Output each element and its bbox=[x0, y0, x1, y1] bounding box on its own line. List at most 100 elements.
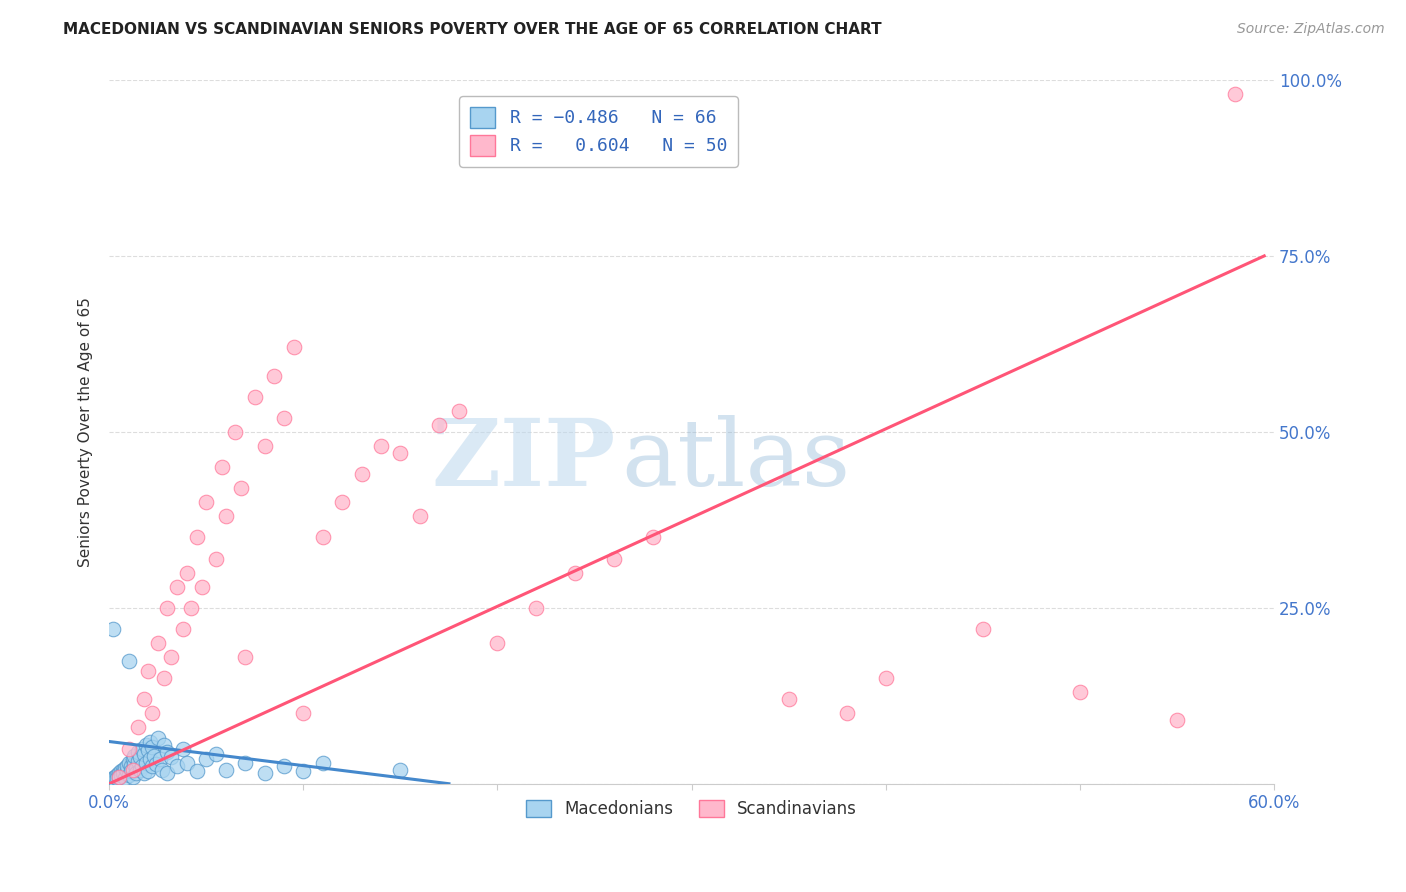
Point bbox=[389, 763, 412, 777]
Point bbox=[124, 757, 146, 772]
Point bbox=[118, 741, 141, 756]
Point bbox=[131, 741, 153, 756]
Point bbox=[115, 759, 138, 773]
Point bbox=[136, 664, 159, 678]
Point bbox=[124, 748, 146, 763]
Point bbox=[118, 768, 141, 782]
Point bbox=[115, 764, 138, 778]
Point bbox=[176, 756, 198, 770]
Point bbox=[139, 752, 162, 766]
Point bbox=[195, 752, 218, 766]
Point bbox=[121, 752, 143, 766]
Point bbox=[835, 706, 858, 721]
Point bbox=[101, 771, 124, 785]
Point bbox=[120, 759, 142, 773]
Point bbox=[129, 763, 152, 777]
Point bbox=[160, 650, 183, 665]
Point bbox=[389, 446, 412, 460]
Point bbox=[195, 495, 218, 509]
Point bbox=[233, 756, 256, 770]
Point bbox=[152, 671, 174, 685]
Point bbox=[778, 692, 800, 706]
Point bbox=[139, 734, 162, 748]
Point bbox=[312, 530, 335, 544]
Point bbox=[141, 706, 163, 721]
Point bbox=[145, 757, 167, 772]
Point bbox=[243, 390, 266, 404]
Point bbox=[231, 481, 253, 495]
Point bbox=[108, 770, 131, 784]
Point bbox=[114, 761, 136, 775]
Point bbox=[121, 770, 143, 784]
Point bbox=[110, 768, 132, 782]
Point bbox=[111, 763, 134, 777]
Point bbox=[104, 770, 127, 784]
Point bbox=[1069, 685, 1091, 699]
Point bbox=[135, 756, 157, 770]
Point bbox=[447, 403, 470, 417]
Point bbox=[121, 763, 143, 777]
Text: ZIP: ZIP bbox=[432, 415, 616, 505]
Point bbox=[156, 745, 179, 759]
Point bbox=[292, 764, 315, 778]
Point bbox=[150, 763, 173, 777]
Point bbox=[105, 768, 128, 782]
Point bbox=[141, 740, 163, 755]
Point bbox=[149, 752, 172, 766]
Point bbox=[118, 756, 141, 770]
Point bbox=[136, 764, 159, 778]
Point bbox=[118, 654, 141, 668]
Point bbox=[330, 495, 353, 509]
Point bbox=[142, 748, 165, 763]
Point bbox=[166, 759, 188, 773]
Point bbox=[564, 566, 586, 580]
Point bbox=[211, 460, 233, 475]
Point bbox=[136, 743, 159, 757]
Point bbox=[180, 600, 202, 615]
Point bbox=[134, 692, 156, 706]
Point bbox=[160, 750, 183, 764]
Point bbox=[111, 766, 134, 780]
Point bbox=[186, 530, 208, 544]
Point bbox=[108, 770, 131, 784]
Point bbox=[253, 439, 276, 453]
Text: Source: ZipAtlas.com: Source: ZipAtlas.com bbox=[1237, 22, 1385, 37]
Point bbox=[120, 764, 142, 778]
Point bbox=[125, 761, 148, 775]
Point bbox=[127, 721, 149, 735]
Point bbox=[134, 766, 156, 780]
Point bbox=[292, 706, 315, 721]
Point bbox=[253, 766, 276, 780]
Point bbox=[110, 764, 132, 778]
Point bbox=[486, 636, 509, 650]
Point bbox=[875, 671, 897, 685]
Point bbox=[125, 766, 148, 780]
Point bbox=[350, 467, 373, 481]
Point bbox=[146, 636, 169, 650]
Point bbox=[135, 738, 157, 752]
Point bbox=[127, 754, 149, 768]
Point bbox=[273, 410, 295, 425]
Point bbox=[166, 580, 188, 594]
Point bbox=[191, 580, 214, 594]
Point bbox=[641, 530, 664, 544]
Point bbox=[283, 340, 305, 354]
Point bbox=[215, 763, 238, 777]
Point bbox=[205, 551, 228, 566]
Point bbox=[105, 771, 128, 785]
Point bbox=[134, 747, 156, 761]
Point bbox=[972, 622, 994, 636]
Point bbox=[312, 756, 335, 770]
Text: atlas: atlas bbox=[621, 415, 851, 505]
Point bbox=[603, 551, 626, 566]
Point bbox=[205, 747, 228, 761]
Point bbox=[114, 771, 136, 785]
Point bbox=[156, 600, 179, 615]
Point bbox=[263, 368, 285, 383]
Point bbox=[273, 759, 295, 773]
Point bbox=[104, 772, 127, 787]
Point bbox=[152, 738, 174, 752]
Point bbox=[186, 764, 208, 778]
Point bbox=[129, 750, 152, 764]
Point bbox=[370, 439, 392, 453]
